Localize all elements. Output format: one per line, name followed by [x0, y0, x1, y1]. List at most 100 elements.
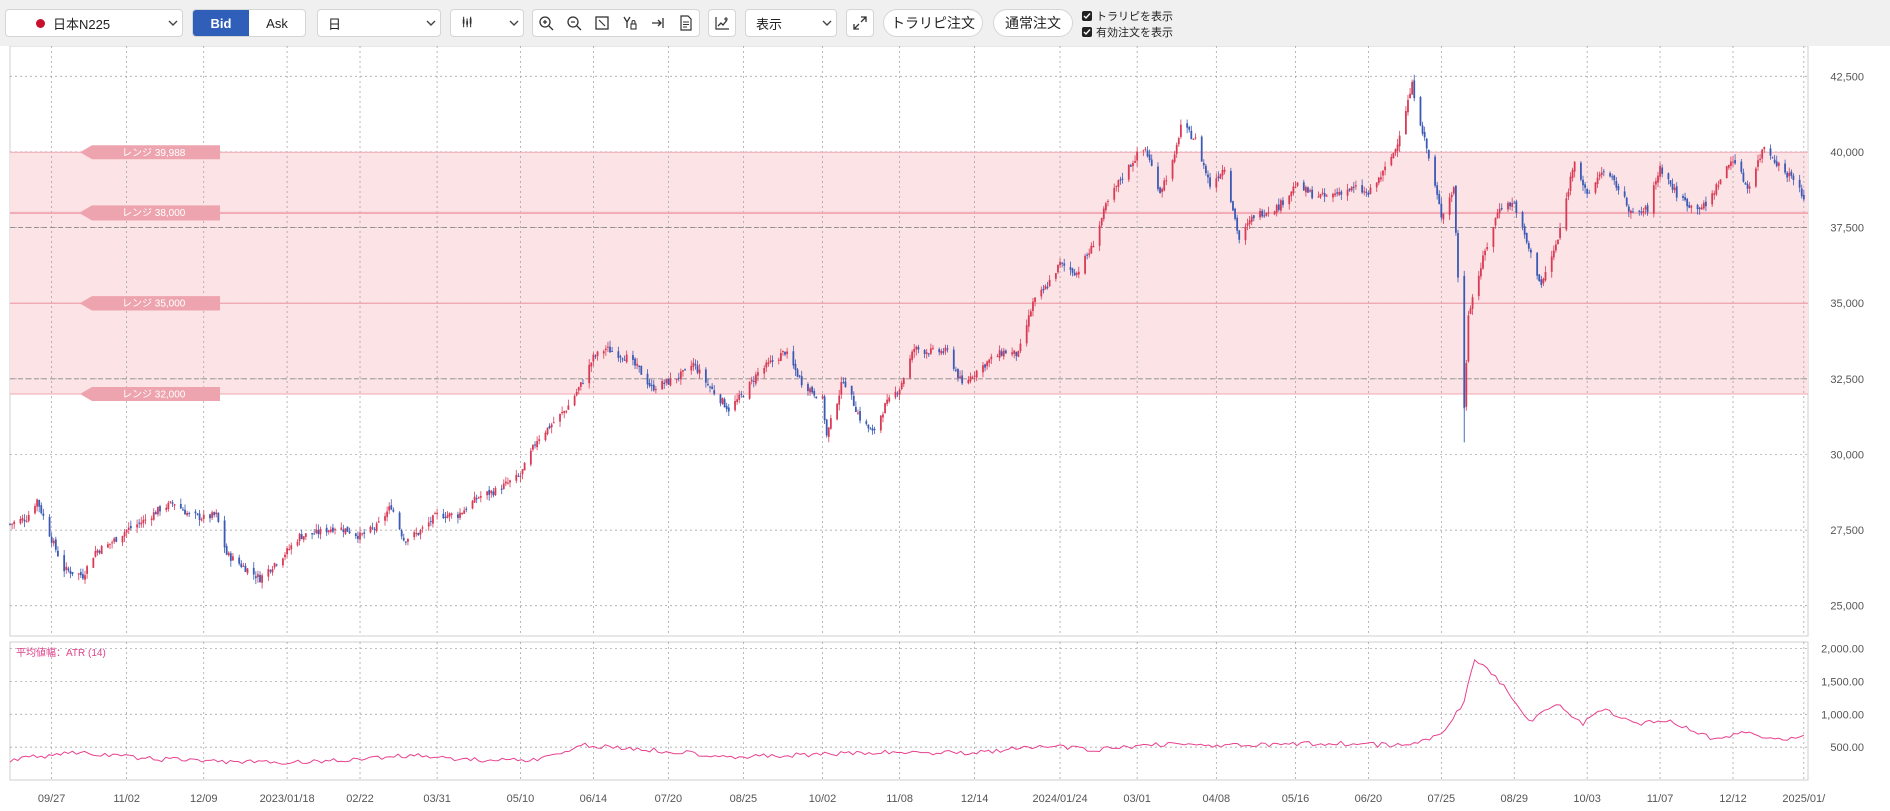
candle-body [1542, 278, 1545, 284]
candle-body [267, 569, 270, 577]
candle-body [459, 512, 461, 518]
chevron-down-icon [505, 18, 523, 28]
show-active-orders-checkbox[interactable]: 有効注文を表示 [1082, 24, 1173, 40]
candle-body [182, 509, 184, 511]
symbol-select[interactable]: 日本N225 [5, 9, 183, 37]
candle-body [1215, 178, 1218, 188]
candle-body [694, 364, 697, 366]
candle-body [1146, 150, 1149, 157]
candle-body [1734, 160, 1736, 164]
candle-body [1640, 211, 1643, 213]
candle-body [1144, 148, 1147, 150]
candle-body [900, 382, 903, 389]
candle-body [142, 519, 145, 524]
candle-body [1557, 239, 1559, 245]
candle-body [473, 496, 476, 503]
candle-body [1630, 210, 1632, 214]
report-button[interactable] [672, 9, 700, 37]
zoom-in-button[interactable] [532, 9, 560, 37]
trap-order-button[interactable]: トラリピ注文 [883, 9, 983, 37]
candle-body [361, 533, 363, 535]
checkbox-checked-icon [1082, 27, 1092, 37]
candle-body [77, 573, 80, 575]
candle-body [1321, 192, 1324, 194]
candle-body [1436, 185, 1439, 195]
candle-body [909, 358, 911, 378]
candle-body [1150, 159, 1153, 166]
symbol-select-value: 日本N225 [53, 16, 111, 32]
candle-body [1340, 191, 1343, 195]
x-tick-label: 06/20 [1355, 793, 1383, 805]
candle-body [1229, 170, 1232, 202]
candle-body [798, 375, 801, 377]
candle-body [1398, 135, 1401, 147]
range-label-text: レンジ 39,988 [122, 148, 186, 159]
y-tick-label: 25,000 [1830, 601, 1864, 613]
candle-body [1802, 194, 1805, 200]
scroll-latest-button[interactable] [644, 9, 672, 37]
show-trap-checkbox[interactable]: トラリピを表示 [1082, 8, 1173, 24]
normal-order-button[interactable]: 通常注文 [993, 9, 1073, 37]
candle-body [386, 511, 389, 517]
candle-body [1669, 180, 1672, 185]
candle-body [1673, 187, 1676, 191]
candle-body [515, 474, 518, 481]
candle-body [334, 529, 336, 531]
candle-body [840, 382, 843, 395]
candle-body [552, 422, 555, 424]
candle-body [1304, 187, 1307, 193]
chart-area[interactable]: 25,000 27,500 30,000 32,500 35,000 37,500 40,0… [0, 46, 1890, 811]
candle-body [1482, 255, 1484, 269]
candle-body [1002, 350, 1005, 357]
candle-body [107, 544, 109, 548]
candle-body [1788, 172, 1791, 177]
candle-body [602, 351, 605, 354]
candle-body [1375, 182, 1378, 188]
candle-body [1411, 81, 1414, 95]
atr-indicator-chart[interactable]: 09/27 11/02 12/09 2023/01/18 02/22 03/31 05/10… [9, 641, 1864, 805]
ask-button[interactable]: Ask [266, 15, 288, 31]
fit-button[interactable] [588, 9, 616, 37]
candle-body [363, 532, 366, 534]
candle-body [1671, 183, 1674, 190]
candle-body [1200, 136, 1203, 162]
candle-body [1521, 212, 1524, 227]
candle-body [1769, 148, 1772, 156]
candle-body [684, 369, 686, 371]
view-select[interactable]: 表示 [745, 9, 837, 37]
chart-type-select[interactable] [450, 9, 524, 37]
candle-body [1190, 130, 1193, 140]
candle-body [582, 383, 584, 385]
candle-body [1530, 249, 1532, 253]
candle-body [1394, 149, 1397, 153]
zoom-out-button[interactable] [560, 9, 588, 37]
candle-body [42, 513, 45, 516]
candle-body [996, 356, 999, 358]
candle-body [917, 346, 920, 350]
y-axis-lock-button[interactable] [616, 9, 644, 37]
fullscreen-button[interactable] [846, 9, 874, 37]
candle-body [911, 351, 914, 360]
candle-body [850, 385, 853, 395]
candle-body [736, 399, 739, 402]
timeframe-select[interactable]: 日 [317, 9, 441, 37]
bid-button[interactable]: Bid [193, 10, 249, 36]
candle-body [111, 542, 113, 544]
candle-body [1063, 263, 1066, 266]
candle-body [1486, 247, 1489, 250]
y-tick-label: 40,000 [1830, 147, 1864, 159]
candle-body [1223, 169, 1226, 172]
candle-body [932, 347, 934, 349]
candle-body [663, 382, 666, 384]
candle-body [1338, 192, 1341, 195]
candle-body [1573, 161, 1576, 172]
atr-title: 平均値幅：ATR (14) [16, 646, 106, 659]
x-tick-label: 07/25 [1428, 793, 1456, 805]
candle-body [167, 502, 170, 510]
candle-body [113, 538, 116, 542]
candle-body [1469, 308, 1472, 314]
price-chart[interactable]: 25,000 27,500 30,000 32,500 35,000 37,500 40,0… [9, 46, 1864, 637]
candle-body [1186, 123, 1189, 128]
indicator-button[interactable] [708, 9, 736, 37]
candle-body [1311, 189, 1314, 199]
